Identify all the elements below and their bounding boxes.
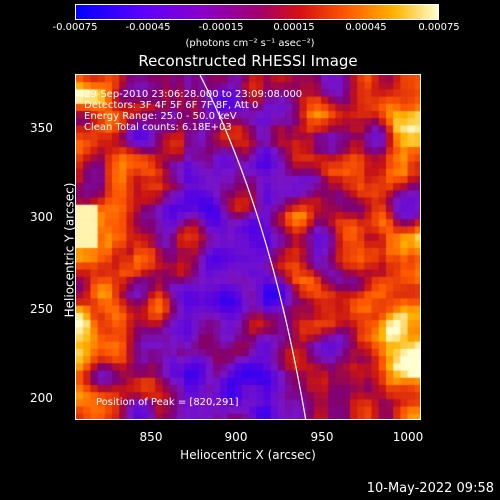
y-tick: 200 <box>30 391 53 405</box>
peak-position: Position of Peak = [820,291] <box>96 397 239 408</box>
colorbar-tick: -0.00015 <box>198 22 244 33</box>
colorbar <box>75 4 439 20</box>
y-tick: 300 <box>30 210 53 224</box>
y-tick: 250 <box>30 302 53 316</box>
info-detectors: Detectors: 3F 4F 5F 6F 7F 8F, Att 0 <box>84 100 259 111</box>
rhessi-image-panel: 29-Sep-2010 23:06:28.000 to 23:09:08.000… <box>75 74 421 420</box>
plot-title: Reconstructed RHESSI Image <box>138 52 358 70</box>
y-tick: 350 <box>30 121 53 135</box>
colorbar-tick: -0.00045 <box>125 22 171 33</box>
solar-limb <box>199 75 307 419</box>
timestamp: 10-May-2022 09:58 <box>366 481 494 496</box>
y-axis-label: Heliocentric Y (arcsec) <box>62 182 77 318</box>
x-tick: 1000 <box>392 430 424 444</box>
info-energy: Energy Range: 25.0 - 50.0 keV <box>84 111 237 122</box>
colorbar-tick: -0.00075 <box>52 22 98 33</box>
colorbar-tick: 0.00075 <box>418 22 460 33</box>
colorbar-tick: 0.00015 <box>273 22 315 33</box>
x-tick: 950 <box>310 430 334 444</box>
info-counts: Clean Total counts: 6.18E+03 <box>84 122 232 133</box>
rhessi-heatmap <box>76 75 420 419</box>
x-axis-label: Heliocentric X (arcsec) <box>180 448 316 462</box>
limb-line <box>199 75 307 419</box>
colorbar-units: (photons cm⁻² s⁻¹ asec⁻²) <box>185 38 315 49</box>
x-tick: 900 <box>224 430 248 444</box>
info-time: 29-Sep-2010 23:06:28.000 to 23:09:08.000 <box>84 89 303 100</box>
x-tick: 850 <box>139 430 163 444</box>
colorbar-tick: 0.00045 <box>345 22 387 33</box>
